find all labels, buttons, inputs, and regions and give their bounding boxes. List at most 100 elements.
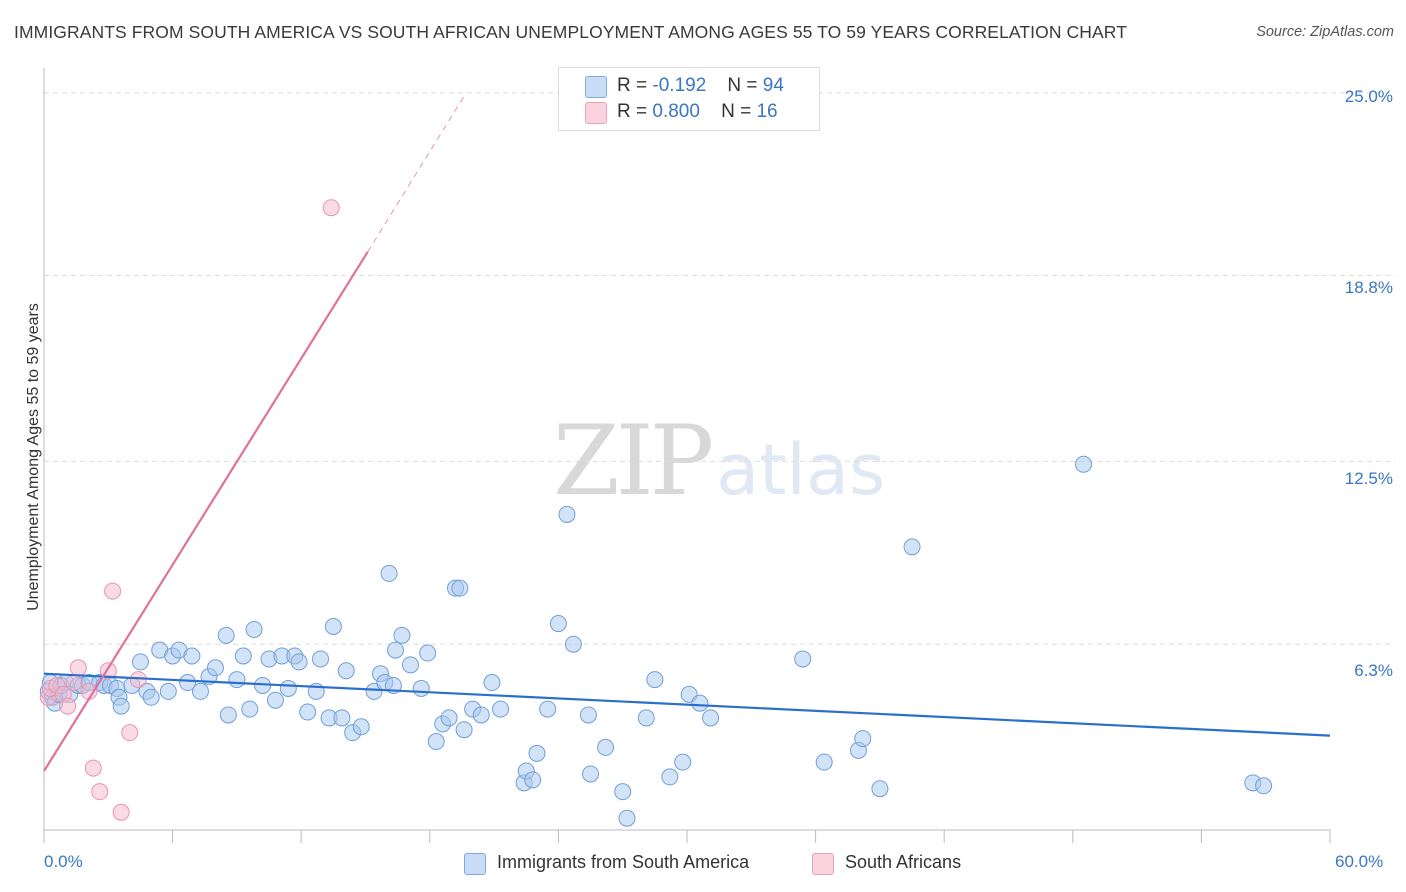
data-point-immigrants xyxy=(206,659,224,677)
data-point-immigrants xyxy=(815,753,833,771)
n-label: N = xyxy=(721,101,752,122)
data-point-immigrants xyxy=(1075,455,1093,473)
data-point-immigrants xyxy=(794,650,812,668)
data-point-immigrants xyxy=(380,564,398,582)
chart-title: IMMIGRANTS FROM SOUTH AMERICA VS SOUTH A… xyxy=(14,22,1128,42)
data-point-immigrants xyxy=(266,691,284,709)
data-point-immigrants xyxy=(219,706,237,724)
data-point-immigrants xyxy=(483,674,501,692)
legend-label: Immigrants from South America xyxy=(497,852,750,872)
data-point-immigrants xyxy=(324,618,342,636)
data-point-immigrants xyxy=(440,709,458,727)
data-point-immigrants xyxy=(618,809,636,827)
x-tick-label: 60.0% xyxy=(1335,852,1384,871)
data-point-south-africans xyxy=(322,199,340,217)
data-point-immigrants xyxy=(245,620,263,638)
legend-swatch-pink xyxy=(812,853,834,875)
data-point-immigrants xyxy=(492,700,510,718)
data-point-immigrants xyxy=(412,679,430,697)
data-point-immigrants xyxy=(159,682,177,700)
data-point-immigrants xyxy=(112,697,130,715)
data-point-immigrants xyxy=(234,647,252,665)
y-tick-label: 6.3% xyxy=(1354,661,1393,680)
data-point-immigrants xyxy=(614,783,632,801)
source-label: Source: ZipAtlas.com xyxy=(1256,24,1394,40)
correlation-legend: R = -0.192 N = 94 R = 0.800 N = 16 xyxy=(558,67,820,131)
trendline-immigrants xyxy=(43,672,1331,737)
y-tick-label: 18.8% xyxy=(1344,278,1393,297)
data-point-south-africans xyxy=(91,783,109,801)
legend-swatch-blue xyxy=(464,853,486,875)
data-point-immigrants xyxy=(299,703,317,721)
data-point-immigrants xyxy=(539,700,557,718)
data-point-immigrants xyxy=(528,744,546,762)
data-point-immigrants xyxy=(142,688,160,706)
data-point-immigrants xyxy=(564,635,582,653)
data-point-immigrants xyxy=(228,671,246,689)
data-point-immigrants xyxy=(455,721,473,739)
data-point-immigrants xyxy=(333,709,351,727)
data-point-immigrants xyxy=(393,626,411,644)
data-point-immigrants xyxy=(451,579,469,597)
legend-swatch-blue xyxy=(585,76,607,98)
data-point-south-africans xyxy=(59,697,77,715)
data-point-immigrants xyxy=(472,706,490,724)
data-point-immigrants xyxy=(646,671,664,689)
data-point-immigrants xyxy=(419,644,437,662)
data-point-immigrants xyxy=(579,706,597,724)
data-point-immigrants xyxy=(387,641,405,659)
data-point-immigrants xyxy=(549,615,567,633)
data-point-immigrants xyxy=(427,733,445,751)
data-point-immigrants xyxy=(352,718,370,736)
data-point-immigrants xyxy=(691,694,709,712)
data-point-south-africans xyxy=(121,724,139,742)
data-point-immigrants xyxy=(674,753,692,771)
y-tick-label: 12.5% xyxy=(1344,469,1393,488)
data-point-immigrants xyxy=(903,538,921,556)
data-point-immigrants xyxy=(217,626,235,644)
data-point-immigrants xyxy=(241,700,259,718)
trendline-south-africans xyxy=(43,251,369,772)
legend-text: R = -0.192 N = 94 xyxy=(617,75,784,97)
r-value: -0.192 xyxy=(652,75,707,96)
data-point-immigrants xyxy=(131,653,149,671)
x-tick-label: 0.0% xyxy=(44,852,83,871)
data-point-immigrants xyxy=(597,738,615,756)
data-point-immigrants xyxy=(183,647,201,665)
data-point-immigrants xyxy=(179,674,197,692)
r-label: R = xyxy=(617,101,648,122)
data-point-south-africans xyxy=(84,759,102,777)
n-value: 16 xyxy=(756,101,778,122)
trendline-south-africans-extension xyxy=(367,92,467,253)
watermark-atlas: atlas xyxy=(716,429,886,511)
data-point-immigrants xyxy=(337,662,355,680)
n-label: N = xyxy=(727,75,758,96)
data-point-immigrants xyxy=(854,730,872,748)
r-label: R = xyxy=(617,75,648,96)
data-point-immigrants xyxy=(279,679,297,697)
legend-swatch-pink xyxy=(585,102,607,124)
legend-label: South Africans xyxy=(845,852,962,872)
legend-text: R = 0.800 N = 16 xyxy=(617,101,778,123)
data-point-immigrants xyxy=(311,650,329,668)
data-point-immigrants xyxy=(871,780,889,798)
data-point-immigrants xyxy=(702,709,720,727)
data-point-immigrants xyxy=(402,656,420,674)
data-point-immigrants xyxy=(191,682,209,700)
data-point-south-africans xyxy=(69,659,87,677)
n-value: 94 xyxy=(762,75,784,96)
data-point-immigrants xyxy=(524,771,542,789)
y-tick-label: 25.0% xyxy=(1344,87,1393,106)
data-point-immigrants xyxy=(558,505,576,523)
data-point-immigrants xyxy=(290,653,308,671)
data-point-immigrants xyxy=(1255,777,1273,795)
data-point-south-africans xyxy=(104,582,122,600)
data-point-immigrants xyxy=(661,768,679,786)
data-point-south-africans xyxy=(65,674,83,692)
data-point-immigrants xyxy=(637,709,655,727)
data-point-immigrants xyxy=(582,765,600,783)
r-value: 0.800 xyxy=(652,101,700,122)
data-point-south-africans xyxy=(112,803,130,821)
y-axis-label: Unemployment Among Ages 55 to 59 years xyxy=(25,303,42,611)
